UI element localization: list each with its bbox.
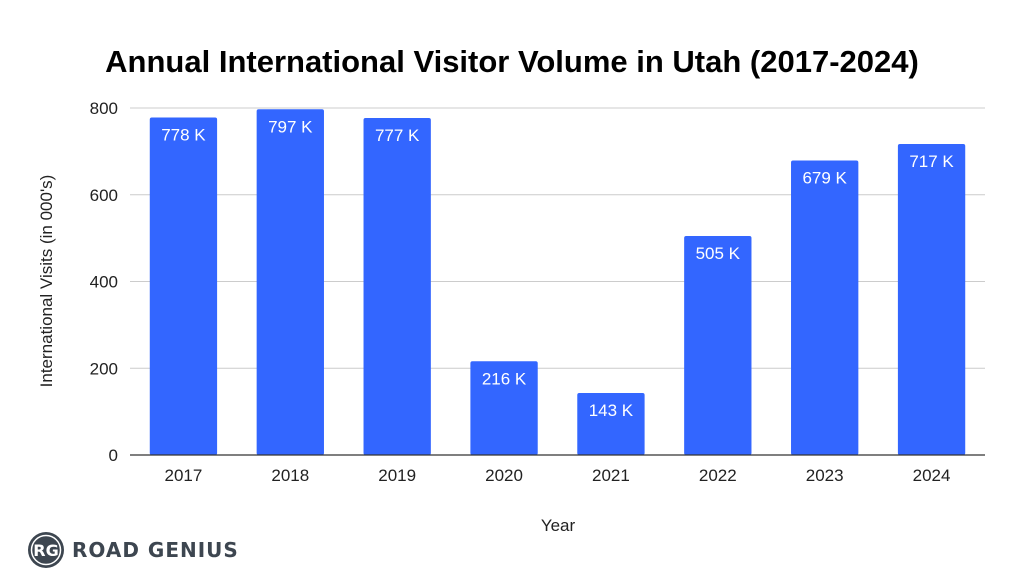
brand-logo-ring-icon: [30, 534, 62, 566]
bar-data-label: 777 K: [375, 126, 420, 145]
x-tick-label: 2021: [592, 466, 630, 485]
bar-data-label: 797 K: [268, 117, 313, 136]
x-tick-label: 2022: [699, 466, 737, 485]
x-axis-title: Year: [541, 516, 576, 535]
bar-2022: [684, 235, 752, 455]
brand-monogram: RG: [33, 541, 58, 560]
y-tick-label: 200: [90, 359, 118, 378]
bar-data-label: 717 K: [909, 152, 954, 171]
bar-data-label: 679 K: [802, 168, 847, 187]
bar-data-label: 143 K: [589, 401, 634, 420]
bar-data-label: 216 K: [482, 369, 527, 388]
x-tick-label: 2018: [271, 466, 309, 485]
x-tick-label: 2017: [165, 466, 203, 485]
x-tick-label: 2024: [913, 466, 951, 485]
x-tick-label: 2023: [806, 466, 844, 485]
y-axis-ticks: 0 200 400 600 800: [90, 99, 118, 465]
brand-logo-badge-icon: [28, 532, 64, 568]
x-tick-label: 2019: [378, 466, 416, 485]
y-tick-label: 800: [90, 99, 118, 118]
x-axis-ticks: 2017 2018 2019 2020 2021 2022 2023 2024: [165, 466, 951, 485]
bar-2020: [470, 361, 538, 455]
brand-name: ROAD GENIUS: [72, 538, 239, 562]
y-tick-label: 400: [90, 273, 118, 292]
bar-2017: [149, 117, 218, 455]
bar-data-label: 505 K: [696, 244, 741, 263]
bar-2024: [897, 144, 966, 455]
y-tick-label: 0: [109, 446, 118, 465]
bar-2021: [577, 392, 645, 455]
y-axis-title: International Visits (in 000's): [37, 175, 56, 388]
chart-title: Annual International Visitor Volume in U…: [105, 44, 919, 79]
y-tick-label: 600: [90, 186, 118, 205]
brand-logo: RG ROAD GENIUS: [28, 532, 239, 568]
bar-2018: [256, 109, 324, 456]
bar-2019: [363, 117, 431, 455]
bar-data-label: 778 K: [161, 126, 206, 145]
x-tick-label: 2020: [485, 466, 523, 485]
bars: 778 K 797 K 777 K 216 K 143 K 505 K 679 K 717 K: [149, 109, 966, 456]
bar-2023: [791, 160, 859, 455]
